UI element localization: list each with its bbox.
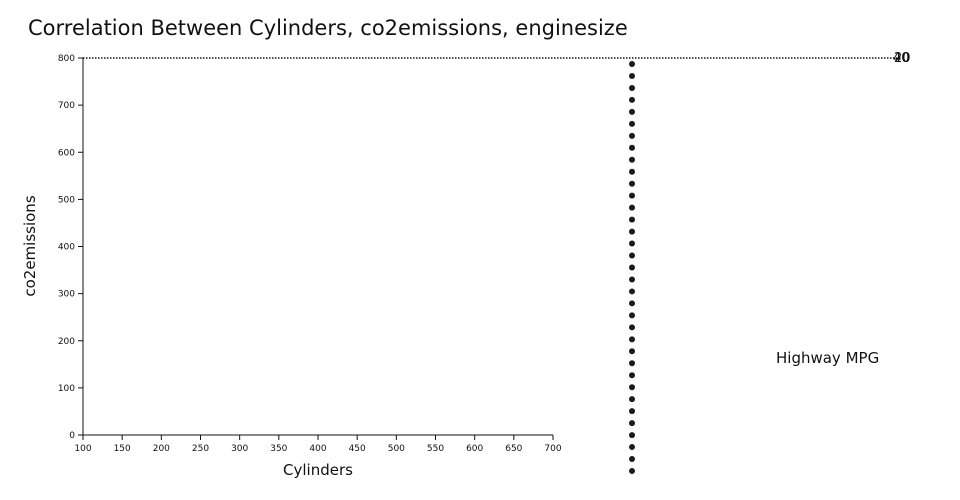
data-point — [629, 61, 635, 67]
data-point — [629, 348, 635, 355]
x-tick-label: 150 — [114, 444, 131, 454]
data-point — [629, 252, 635, 259]
x-tick-label: 100 — [74, 444, 91, 454]
data-point — [629, 324, 635, 331]
x-axis-title: Cylinders — [283, 461, 353, 479]
y-axis: 0 100 200 300 400 500 600 700 800 — [58, 54, 84, 441]
x-tick-label: 500 — [388, 444, 405, 454]
y-tick-label: 700 — [58, 101, 75, 111]
y-tick-label: 100 — [58, 384, 75, 394]
x-tick-label: 550 — [427, 444, 444, 454]
data-point — [629, 300, 635, 307]
x-tick-label: 700 — [544, 444, 561, 454]
x-tick-label: 200 — [153, 444, 170, 454]
data-point — [629, 312, 635, 319]
data-point — [629, 468, 635, 474]
data-point — [629, 384, 635, 391]
data-point — [629, 156, 635, 163]
data-point — [629, 204, 635, 211]
data-point — [629, 360, 635, 367]
data-point — [629, 228, 635, 235]
data-point — [629, 276, 635, 283]
data-point — [629, 120, 635, 127]
data-point — [629, 396, 635, 403]
x-axis: 100 150 200 250 300 350 400 450 500 550 600 650 700 — [74, 434, 562, 454]
data-point — [629, 264, 635, 271]
y-tick-label: 0 — [69, 431, 75, 441]
data-point — [629, 84, 635, 91]
data-point — [629, 432, 635, 439]
x-tick-label: 450 — [349, 444, 366, 454]
x-tick-label: 250 — [192, 444, 209, 454]
data-point — [629, 408, 635, 415]
data-point — [629, 240, 635, 247]
data-point — [629, 132, 635, 139]
data-point — [629, 444, 635, 451]
data-point — [629, 372, 635, 379]
x-tick-label: 400 — [309, 444, 326, 454]
data-point — [629, 216, 635, 223]
y-tick-label: 400 — [58, 243, 75, 253]
y-axis-title: co2emissions — [21, 195, 39, 296]
x-tick-label: 600 — [466, 444, 483, 454]
edge-value-label: 40 — [893, 51, 910, 66]
data-point — [629, 180, 635, 187]
x-tick-label: 350 — [270, 444, 287, 454]
x-tick-label: 300 — [231, 444, 248, 454]
x-tick-label: 650 — [505, 444, 522, 454]
y-tick-label: 200 — [58, 337, 75, 347]
data-point — [629, 192, 635, 199]
data-point — [629, 288, 635, 295]
chart-title: Correlation Between Cylinders, co2emissi… — [28, 16, 628, 40]
y-tick-label: 300 — [58, 290, 75, 300]
data-point — [629, 144, 635, 151]
data-point — [629, 108, 635, 115]
edge-value-label: 20 — [894, 51, 911, 66]
y-tick-label: 800 — [58, 54, 75, 64]
data-point — [629, 336, 635, 343]
data-point — [629, 420, 635, 427]
data-point — [629, 96, 635, 103]
data-point — [629, 72, 635, 79]
data-points — [629, 61, 635, 474]
data-point — [629, 168, 635, 175]
y-tick-label: 500 — [58, 195, 75, 205]
highway-mpg-label: Highway MPG — [776, 349, 880, 367]
y-tick-label: 600 — [58, 148, 75, 158]
data-point — [629, 456, 635, 463]
